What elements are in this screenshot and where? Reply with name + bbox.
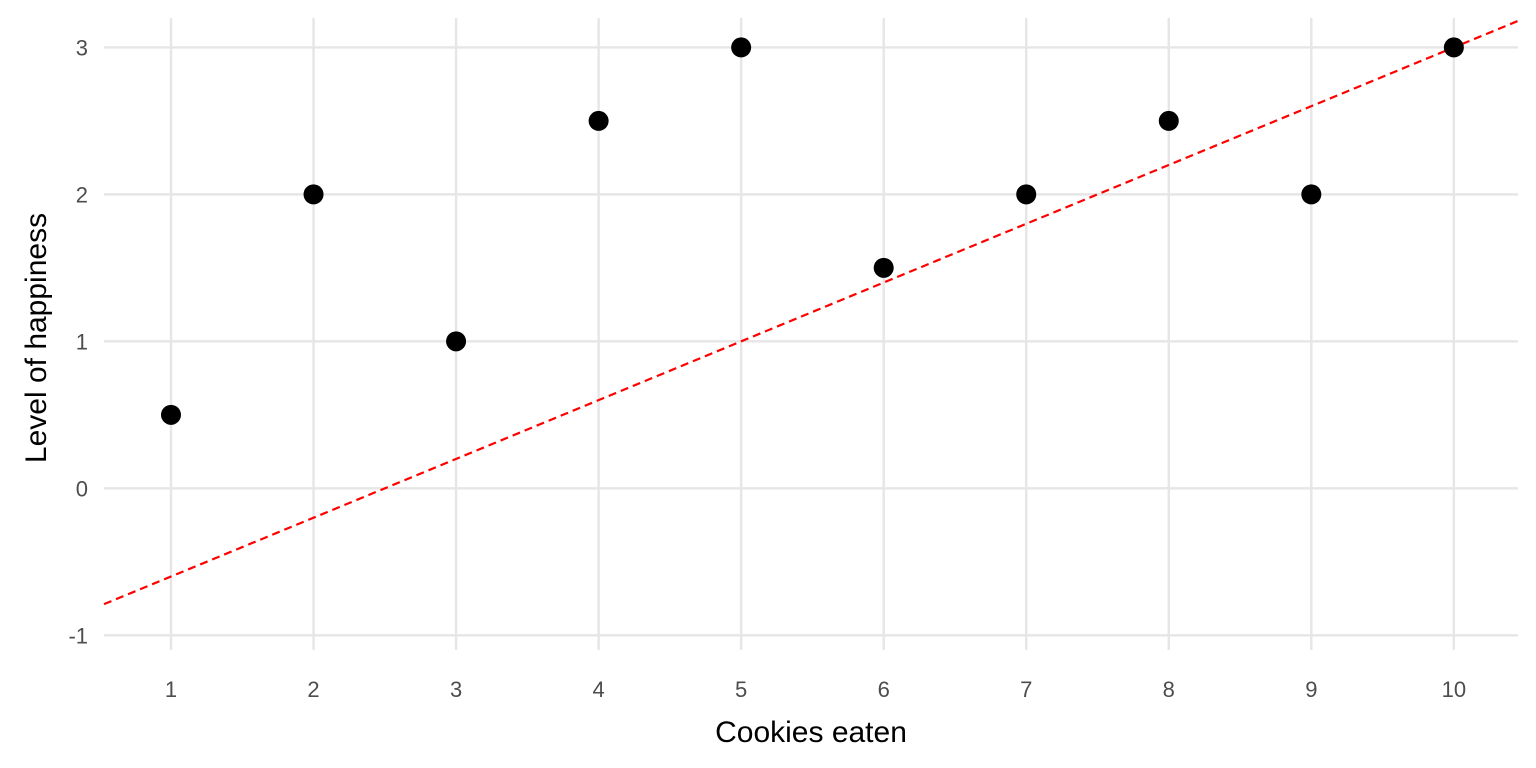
x-tick-label: 3 bbox=[450, 677, 462, 702]
y-tick-label: 1 bbox=[76, 329, 88, 354]
x-tick-label: 10 bbox=[1442, 677, 1466, 702]
reference-line-layer bbox=[103, 19, 1519, 606]
data-point bbox=[873, 257, 894, 278]
data-point bbox=[1443, 37, 1464, 58]
data-point bbox=[446, 331, 467, 352]
data-point bbox=[1158, 110, 1179, 131]
y-tick-label: 3 bbox=[76, 35, 88, 60]
data-point bbox=[1301, 184, 1322, 205]
data-point bbox=[588, 110, 609, 131]
x-tick-label: 2 bbox=[307, 677, 319, 702]
data-point bbox=[303, 184, 324, 205]
x-tick-label: 6 bbox=[878, 677, 890, 702]
y-tick-label: -1 bbox=[68, 623, 88, 648]
x-tick-label: 1 bbox=[165, 677, 177, 702]
y-axis-title: Level of happiness bbox=[20, 213, 53, 463]
x-tick-label: 5 bbox=[735, 677, 747, 702]
data-point bbox=[1016, 184, 1037, 205]
y-tick-label: 2 bbox=[76, 182, 88, 207]
data-point bbox=[731, 37, 752, 58]
data-point bbox=[160, 404, 181, 425]
x-tick-label: 7 bbox=[1020, 677, 1032, 702]
x-tick-label: 8 bbox=[1163, 677, 1175, 702]
x-tick-label: 4 bbox=[592, 677, 604, 702]
x-tick-label: 9 bbox=[1305, 677, 1317, 702]
y-axis-ticks: -1 0 1 2 3 bbox=[68, 35, 88, 648]
x-axis-ticks: 1 2 3 4 5 6 7 8 9 10 bbox=[165, 677, 1466, 702]
reference-line bbox=[103, 19, 1519, 606]
y-tick-label: 0 bbox=[76, 476, 88, 501]
x-axis-title: Cookies eaten bbox=[715, 716, 907, 749]
data-points bbox=[160, 37, 1464, 425]
grid bbox=[104, 18, 1518, 650]
